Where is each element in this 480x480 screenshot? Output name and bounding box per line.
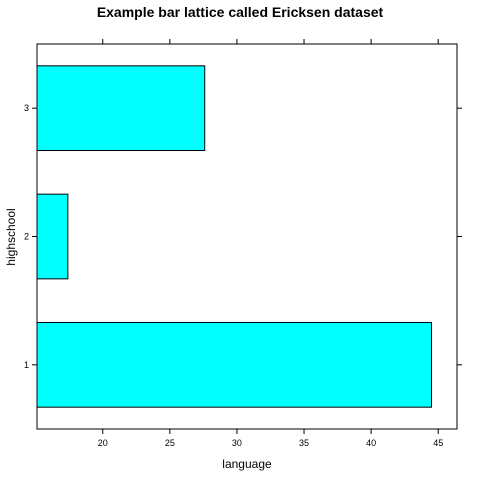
bar-highschool-2 — [36, 193, 69, 280]
x-tick-label: 30 — [232, 438, 242, 448]
bars-layer — [36, 65, 433, 408]
bar-highschool-1 — [36, 321, 433, 408]
plot-frame — [36, 43, 458, 430]
chart-title: Example bar lattice called Ericksen data… — [97, 4, 384, 20]
y-tick-label: 3 — [24, 103, 29, 113]
x-tick-label: 25 — [165, 438, 175, 448]
y-tick-label: 2 — [24, 232, 29, 242]
x-tick-label: 45 — [433, 438, 443, 448]
bar-highschool-3 — [36, 65, 206, 152]
y-axis-label: highschool — [4, 208, 18, 265]
x-axis-label: language — [222, 457, 272, 471]
y-tick-label: 1 — [24, 360, 29, 370]
ticks-layer: 20 25 30 35 40 45 1 2 3 — [24, 39, 462, 448]
x-tick-label: 40 — [366, 438, 376, 448]
x-tick-label: 35 — [299, 438, 309, 448]
x-tick-label: 20 — [98, 438, 108, 448]
